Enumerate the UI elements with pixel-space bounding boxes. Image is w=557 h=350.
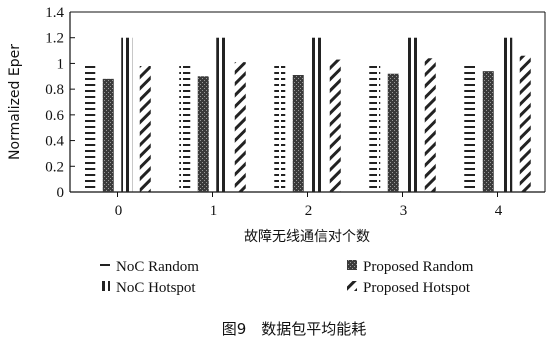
legend-label-proposed-hotspot: Proposed Hotspot [363,280,471,296]
bar-marks [84,37,531,193]
x-tick-label: 1 [210,203,218,219]
legend-label-noc-random: NoC Random [116,259,199,275]
legend-swatch-proposed-hotspot [347,281,357,291]
bar-noc-random [179,63,191,192]
bar-proposed-hotspot [329,59,341,193]
legend-swatch-noc-hotspot [100,281,110,291]
y-tick-label: 1.4 [45,5,64,21]
bar-noc-random [464,63,476,192]
x-axis-ticks: 0 1 2 3 4 [115,192,503,219]
bar-proposed-random [387,73,399,192]
bar-proposed-hotspot [519,55,531,192]
bar-noc-hotspot [216,37,228,192]
y-tick-label: 0.4 [45,134,64,150]
bar-proposed-random [482,71,494,192]
bar-noc-hotspot [406,37,418,192]
legend-label-proposed-random: Proposed Random [363,259,474,275]
y-tick-label: 0 [57,185,65,201]
y-tick-label: 0.2 [45,159,64,175]
y-axis-title: Normalized Eper [7,44,23,160]
y-tick-label: 1 [57,56,65,72]
y-tick-label: 0.8 [45,82,64,98]
bar-proposed-hotspot [234,62,246,193]
legend: NoC Random Proposed Random NoC Hotspot Prop… [100,259,474,296]
x-tick-label: 3 [400,203,408,219]
bar-noc-random [369,63,381,192]
figure-caption: 图9 数据包平均能耗 [222,320,367,338]
bar-noc-hotspot [121,37,133,192]
bar-proposed-hotspot [139,66,151,192]
x-tick-label: 2 [305,203,313,219]
bar-noc-random [274,63,286,192]
y-axis-ticks: 0 0.2 0.4 0.6 0.8 1 1.2 1.4 [45,5,75,201]
bar-noc-hotspot [501,37,513,192]
legend-swatch-proposed-random [347,260,357,270]
x-axis-title: 故障无线通信对个数 [244,229,370,245]
x-tick-label: 0 [115,203,123,219]
bar-proposed-random [102,78,114,192]
bar-proposed-hotspot [424,58,436,193]
bar-noc-hotspot [311,37,323,192]
bar-proposed-random [197,76,209,192]
bar-noc-random [84,63,96,192]
legend-swatch-noc-random [100,260,110,270]
y-tick-label: 1.2 [45,31,64,47]
x-tick-label: 4 [495,203,503,219]
y-tick-label: 0.6 [45,108,64,124]
legend-label-noc-hotspot: NoC Hotspot [116,280,196,296]
bar-proposed-random [292,75,304,192]
